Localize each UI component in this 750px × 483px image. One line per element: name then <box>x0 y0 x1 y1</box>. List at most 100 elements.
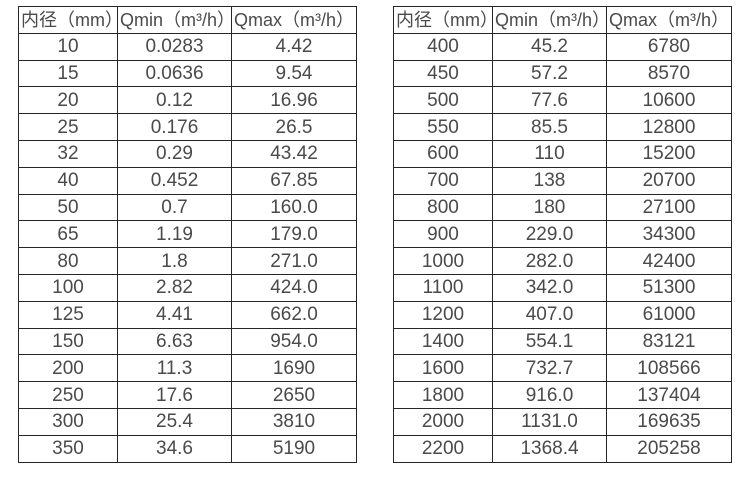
table-cell: 600 <box>393 139 493 168</box>
table-cell: 732.7 <box>492 354 607 383</box>
table-cell: 800 <box>393 193 493 222</box>
table-cell: 150 <box>18 327 118 356</box>
table-cell: 450 <box>393 59 493 88</box>
table-row: 700 138 20700 <box>393 166 732 195</box>
column-header-qmin: Qmin（m³/h） <box>492 6 607 34</box>
table-body: 400 45.2 6780 450 57.2 8570 500 77.6 10600 550 85.… <box>393 32 732 463</box>
table-cell: 10 <box>18 32 118 61</box>
table-cell: 67.85 <box>231 166 357 195</box>
table-row: 20 0.12 16.96 <box>18 86 357 115</box>
table-cell: 550 <box>393 113 493 141</box>
table-row: 1200 407.0 61000 <box>393 300 732 329</box>
table-body: 10 0.0283 4.42 15 0.0636 9.54 20 0.12 16.96 25 0.1… <box>18 32 357 463</box>
table-cell: 8570 <box>606 59 732 88</box>
table-cell: 424.0 <box>231 273 357 302</box>
table-row: 2200 1368.4 205258 <box>393 434 732 463</box>
table-cell: 0.7 <box>117 193 232 222</box>
table-row: 80 1.8 271.0 <box>18 247 357 275</box>
table-cell: 2200 <box>393 434 493 463</box>
table-row: 450 57.2 8570 <box>393 59 732 88</box>
table-cell: 554.1 <box>492 327 607 356</box>
column-header-qmin: Qmin（m³/h） <box>117 6 232 34</box>
table-cell: 1200 <box>393 300 493 329</box>
table-cell: 1100 <box>393 273 493 302</box>
table-cell: 2650 <box>231 381 357 409</box>
table-cell: 15200 <box>606 139 732 168</box>
table-cell: 300 <box>18 407 118 436</box>
table-cell: 1.8 <box>117 247 232 275</box>
table-cell: 0.0636 <box>117 59 232 88</box>
table-cell: 1368.4 <box>492 434 607 463</box>
table-cell: 2000 <box>393 407 493 436</box>
table-cell: 954.0 <box>231 327 357 356</box>
table-row: 15 0.0636 9.54 <box>18 59 357 88</box>
table-cell: 205258 <box>606 434 732 463</box>
table-row: 1600 732.7 108566 <box>393 354 732 383</box>
table-row: 1800 916.0 137404 <box>393 381 732 409</box>
table-cell: 65 <box>18 220 118 249</box>
table-cell: 34300 <box>606 220 732 249</box>
table-row: 800 180 27100 <box>393 193 732 222</box>
table-cell: 180 <box>492 193 607 222</box>
table-row: 150 6.63 954.0 <box>18 327 357 356</box>
column-header-qmax: Qmax（m³/h） <box>231 6 357 34</box>
table-cell: 34.6 <box>117 434 232 463</box>
table-row: 1400 554.1 83121 <box>393 327 732 356</box>
table-cell: 61000 <box>606 300 732 329</box>
table-cell: 1400 <box>393 327 493 356</box>
table-cell: 1690 <box>231 354 357 383</box>
table-cell: 0.12 <box>117 86 232 115</box>
table-cell: 4.41 <box>117 300 232 329</box>
table-cell: 179.0 <box>231 220 357 249</box>
column-header-diameter: 内径（mm） <box>393 6 493 34</box>
table-row: 2000 1131.0 169635 <box>393 407 732 436</box>
table-cell: 5190 <box>231 434 357 463</box>
table-cell: 100 <box>18 273 118 302</box>
table-cell: 900 <box>393 220 493 249</box>
table-row: 500 77.6 10600 <box>393 86 732 115</box>
flow-table-small-diameter: 内径（mm） Qmin（m³/h） Qmax（m³/h） 10 0.0283 4.4… <box>18 6 357 463</box>
table-cell: 271.0 <box>231 247 357 275</box>
table-row: 600 110 15200 <box>393 139 732 168</box>
table-cell: 40 <box>18 166 118 195</box>
table-cell: 125 <box>18 300 118 329</box>
table-cell: 16.96 <box>231 86 357 115</box>
table-row: 550 85.5 12800 <box>393 113 732 141</box>
table-cell: 32 <box>18 139 118 168</box>
table-header-row: 内径（mm） Qmin（m³/h） Qmax（m³/h） <box>18 6 357 34</box>
table-cell: 15 <box>18 59 118 88</box>
table-cell: 42400 <box>606 247 732 275</box>
table-cell: 662.0 <box>231 300 357 329</box>
table-cell: 2.82 <box>117 273 232 302</box>
table-row: 350 34.6 5190 <box>18 434 357 463</box>
table-row: 300 25.4 3810 <box>18 407 357 436</box>
table-cell: 200 <box>18 354 118 383</box>
table-cell: 250 <box>18 381 118 409</box>
table-cell: 27100 <box>606 193 732 222</box>
table-cell: 282.0 <box>492 247 607 275</box>
table-cell: 25 <box>18 113 118 141</box>
table-cell: 229.0 <box>492 220 607 249</box>
table-cell: 6780 <box>606 32 732 61</box>
table-cell: 0.0283 <box>117 32 232 61</box>
table-row: 900 229.0 34300 <box>393 220 732 249</box>
table-cell: 80 <box>18 247 118 275</box>
table-cell: 20 <box>18 86 118 115</box>
table-cell: 160.0 <box>231 193 357 222</box>
table-row: 40 0.452 67.85 <box>18 166 357 195</box>
table-cell: 12800 <box>606 113 732 141</box>
table-row: 100 2.82 424.0 <box>18 273 357 302</box>
table-cell: 6.63 <box>117 327 232 356</box>
table-row: 250 17.6 2650 <box>18 381 357 409</box>
table-row: 400 45.2 6780 <box>393 32 732 61</box>
table-cell: 700 <box>393 166 493 195</box>
table-cell: 1800 <box>393 381 493 409</box>
table-cell: 1000 <box>393 247 493 275</box>
table-cell: 1.19 <box>117 220 232 249</box>
table-cell: 1600 <box>393 354 493 383</box>
table-cell: 51300 <box>606 273 732 302</box>
table-cell: 400 <box>393 32 493 61</box>
table-row: 1000 282.0 42400 <box>393 247 732 275</box>
table-cell: 43.42 <box>231 139 357 168</box>
